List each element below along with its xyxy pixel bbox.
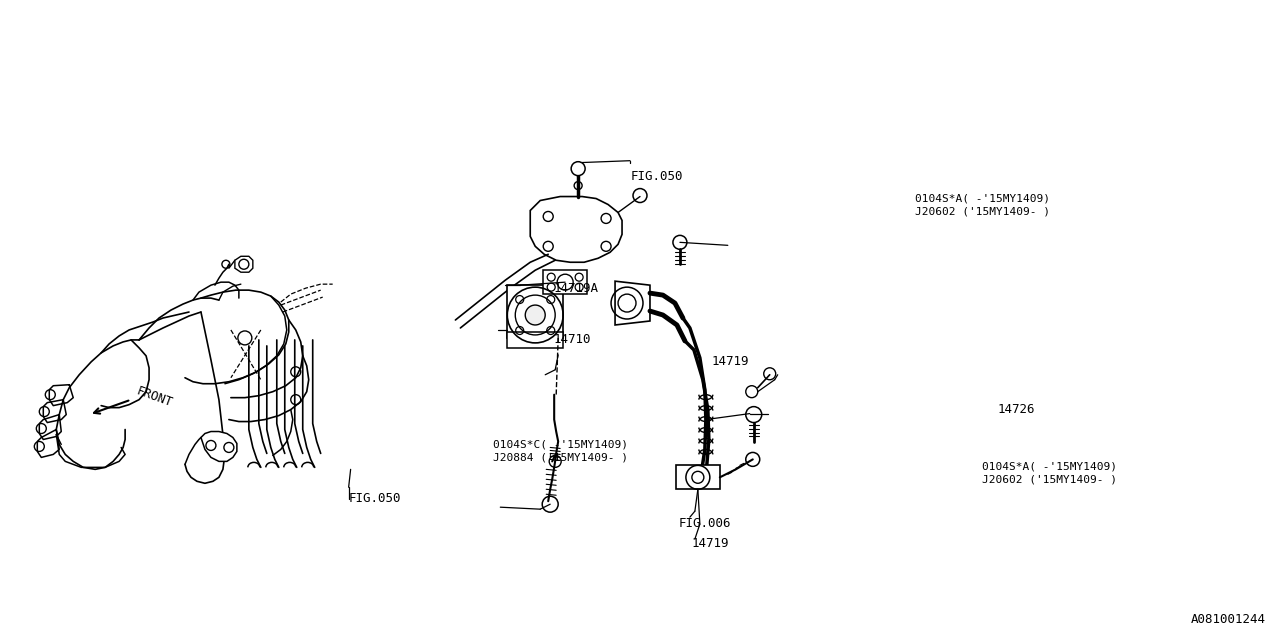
Polygon shape xyxy=(543,270,588,294)
Text: 0104S*A( -'15MY1409): 0104S*A( -'15MY1409) xyxy=(982,461,1117,472)
Polygon shape xyxy=(507,332,563,348)
Text: J20602 ('15MY1409- ): J20602 ('15MY1409- ) xyxy=(915,207,1050,217)
Text: 0104S*A( -'15MY1409): 0104S*A( -'15MY1409) xyxy=(915,194,1050,204)
Circle shape xyxy=(571,162,585,175)
Text: 14719: 14719 xyxy=(691,536,728,550)
Text: 0104S*C( -'15MY1409): 0104S*C( -'15MY1409) xyxy=(493,439,628,449)
Polygon shape xyxy=(676,465,719,489)
Circle shape xyxy=(525,305,545,325)
Polygon shape xyxy=(530,196,622,262)
Text: A081001244: A081001244 xyxy=(1190,613,1266,626)
Polygon shape xyxy=(616,281,650,325)
Polygon shape xyxy=(236,256,253,272)
Text: 14719A: 14719A xyxy=(553,282,598,294)
Text: FIG.050: FIG.050 xyxy=(631,170,684,183)
Text: J20602 ('15MY1409- ): J20602 ('15MY1409- ) xyxy=(982,474,1117,484)
Text: 14719: 14719 xyxy=(712,355,749,368)
Text: 14726: 14726 xyxy=(997,403,1036,416)
Text: FRONT: FRONT xyxy=(136,384,175,409)
Polygon shape xyxy=(201,431,237,461)
Polygon shape xyxy=(507,285,563,338)
Text: FIG.006: FIG.006 xyxy=(678,517,731,531)
Text: FIG.050: FIG.050 xyxy=(348,492,402,505)
Text: 14710: 14710 xyxy=(553,333,590,346)
Text: J20884 ('15MY1409- ): J20884 ('15MY1409- ) xyxy=(493,452,628,462)
